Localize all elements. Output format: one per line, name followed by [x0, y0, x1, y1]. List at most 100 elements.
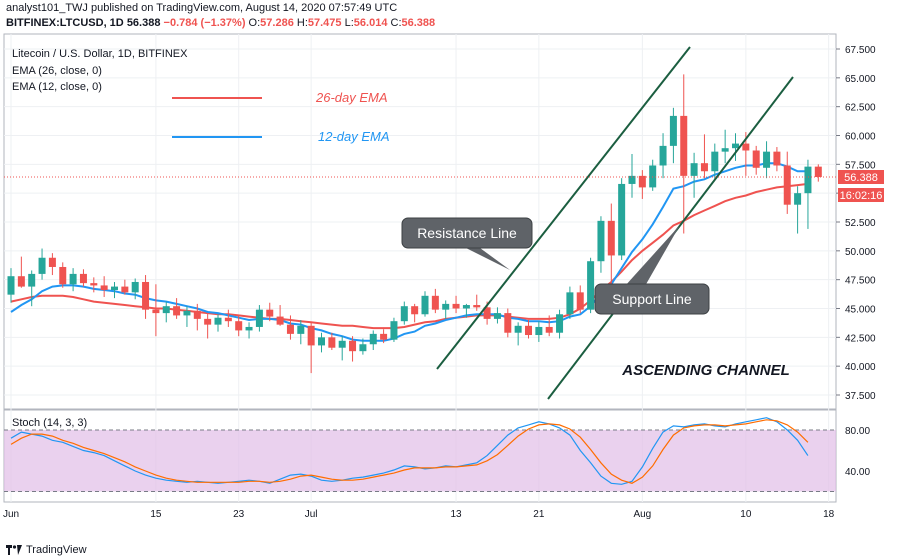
- candle-body: [390, 321, 398, 340]
- candle-body: [266, 309, 274, 317]
- tradingview-logo-icon: [6, 545, 22, 555]
- candle-body: [814, 166, 822, 178]
- candle-body: [421, 295, 429, 315]
- candle-body: [100, 285, 108, 291]
- candle-body: [649, 165, 657, 188]
- price-tag-box: [838, 170, 884, 184]
- candle-body: [752, 150, 760, 168]
- candle-body: [545, 326, 553, 333]
- candle-body: [690, 163, 698, 176]
- candle-body: [359, 344, 367, 352]
- candle-body: [607, 220, 615, 256]
- close-value: 56.388: [401, 17, 436, 29]
- last-price: 56.388: [126, 17, 161, 29]
- price-tick-label: 50.000: [845, 247, 876, 258]
- candle-body: [525, 325, 532, 336]
- stoch-band-fill: [4, 430, 836, 492]
- candle-body: [576, 292, 584, 310]
- candle-body: [183, 310, 191, 316]
- open-value: 57.286: [260, 17, 294, 29]
- ema26-legend: EMA (26, close, 0): [12, 65, 102, 77]
- resistance-trendline: [436, 46, 691, 370]
- candle-body: [90, 283, 98, 286]
- time-tick-label: Jun: [3, 509, 19, 520]
- candle-body: [204, 318, 212, 325]
- time-tick-label: 10: [740, 509, 752, 520]
- candle-body: [587, 261, 595, 310]
- candle-body: [17, 276, 25, 287]
- candle-body: [556, 314, 564, 333]
- resistance-callout-label: Resistance Line: [417, 225, 517, 241]
- candle-body: [742, 143, 750, 151]
- ema12-key-label: 12-day EMA: [318, 129, 390, 144]
- stoch-d-line: [10, 419, 809, 484]
- stoch-lines: [10, 417, 809, 485]
- stoch-band: [4, 429, 836, 492]
- candle-body: [297, 325, 305, 334]
- symbol-label: BITFINEX:LTCUSD, 1D: [6, 17, 124, 29]
- candle-body: [721, 148, 729, 152]
- candle-body: [307, 325, 315, 346]
- candle-body: [659, 145, 667, 166]
- candle-body: [700, 163, 708, 172]
- candle-body: [369, 333, 377, 345]
- time-tick-label: 13: [450, 509, 462, 520]
- candle-body: [276, 316, 284, 325]
- time-tick-label: 15: [150, 509, 162, 520]
- ema26-key-label: 26-day EMA: [315, 90, 388, 105]
- candle-body: [783, 165, 791, 205]
- resistance-callout: Resistance Line: [401, 217, 533, 270]
- candle-body: [411, 306, 419, 315]
- time-tick-label: 21: [533, 509, 545, 520]
- candle-body: [235, 321, 243, 331]
- candle-body: [79, 273, 87, 284]
- candle-body: [38, 257, 46, 274]
- candle-body: [566, 292, 574, 315]
- candle-body: [48, 257, 56, 267]
- time-axis[interactable]: Jun 15 23 Jul 13 21 Aug 10 18: [3, 509, 835, 520]
- candle-body: [483, 307, 491, 319]
- stoch-axis: 40.00 80.00: [845, 426, 870, 478]
- candle-body: [318, 337, 325, 346]
- grid-lines: [4, 34, 836, 502]
- price-tag: 56.388: [844, 172, 878, 184]
- candle-body: [452, 303, 460, 309]
- candle-body: [380, 333, 388, 340]
- candle-body: [7, 276, 15, 295]
- price-axis[interactable]: 37.500 40.000 42.500 45.000 47.500 50.000 52.5…: [836, 45, 876, 402]
- candle-body: [514, 325, 522, 333]
- low-label: L:: [344, 17, 354, 29]
- candle-body: [142, 281, 150, 310]
- candle-body: [224, 317, 232, 322]
- candle-body: [349, 340, 357, 352]
- candle-body: [493, 313, 501, 319]
- candle-body: [680, 115, 688, 176]
- time-tick-label: 18: [823, 509, 835, 520]
- publisher-line: analyst101_TWJ published on TradingView.…: [6, 2, 398, 14]
- stoch-tick-label: 40.00: [845, 467, 870, 478]
- candle-body: [338, 340, 346, 348]
- price-tick-label: 52.500: [845, 218, 876, 229]
- open-label: O:: [248, 17, 261, 29]
- candle-body: [152, 309, 160, 314]
- close-label: C:: [390, 17, 402, 29]
- candle-body: [794, 193, 802, 205]
- candle-body: [173, 306, 181, 316]
- resistance-callout-pointer: [460, 245, 510, 270]
- support-callout-pointer: [625, 225, 680, 286]
- candle-body: [473, 305, 481, 308]
- candle-body: [193, 310, 201, 319]
- candle-body: [597, 220, 605, 262]
- candle-body: [462, 305, 470, 309]
- candle-body: [773, 151, 781, 166]
- price-tick-label: 60.000: [845, 132, 876, 143]
- price-tick-label: 47.500: [845, 276, 876, 287]
- candle-body: [431, 295, 439, 310]
- candle-body: [732, 143, 739, 149]
- price-tick-label: 40.000: [845, 362, 876, 373]
- price-tick-label: 62.500: [845, 103, 876, 114]
- candle-body: [28, 273, 36, 287]
- candle-body: [504, 313, 512, 333]
- ema12-legend: EMA (12, close, 0): [12, 81, 102, 93]
